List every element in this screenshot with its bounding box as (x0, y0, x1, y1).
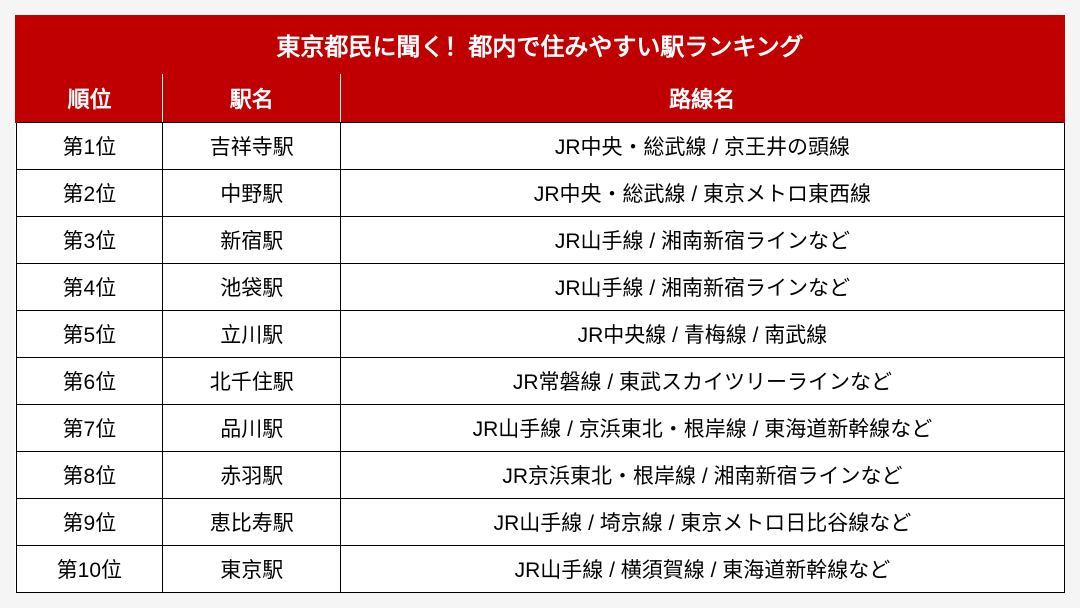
rank-cell: 第10位 (16, 546, 163, 593)
table-row: 第2位中野駅JR中央・総武線 / 東京メトロ東西線 (16, 170, 1064, 217)
table-title-row: 東京都民に聞く！都内で住みやすい駅ランキング (16, 16, 1064, 73)
lines-cell: JR中央・総武線 / 京王井の頭線 (341, 123, 1064, 170)
rank-cell: 第1位 (16, 123, 163, 170)
table-row: 第4位池袋駅JR山手線 / 湘南新宿ラインなど (16, 264, 1064, 311)
lines-cell: JR京浜東北・根岸線 / 湘南新宿ラインなど (341, 452, 1064, 499)
column-header-lines: 路線名 (341, 73, 1064, 123)
station-cell: 池袋駅 (163, 264, 341, 311)
lines-cell: JR中央・総武線 / 東京メトロ東西線 (341, 170, 1064, 217)
rank-cell: 第2位 (16, 170, 163, 217)
station-cell: 吉祥寺駅 (163, 123, 341, 170)
rank-cell: 第3位 (16, 217, 163, 264)
station-cell: 恵比寿駅 (163, 499, 341, 546)
rank-cell: 第6位 (16, 358, 163, 405)
rank-cell: 第4位 (16, 264, 163, 311)
table-row: 第1位吉祥寺駅JR中央・総武線 / 京王井の頭線 (16, 123, 1064, 170)
lines-cell: JR山手線 / 京浜東北・根岸線 / 東海道新幹線など (341, 405, 1064, 452)
lines-cell: JR常磐線 / 東武スカイツリーラインなど (341, 358, 1064, 405)
ranking-table-wrapper: 東京都民に聞く！都内で住みやすい駅ランキング 順位 駅名 路線名 第1位吉祥寺駅… (15, 15, 1065, 593)
station-cell: 赤羽駅 (163, 452, 341, 499)
ranking-table: 東京都民に聞く！都内で住みやすい駅ランキング 順位 駅名 路線名 第1位吉祥寺駅… (15, 15, 1065, 593)
rank-cell: 第7位 (16, 405, 163, 452)
station-cell: 品川駅 (163, 405, 341, 452)
table-row: 第9位恵比寿駅JR山手線 / 埼京線 / 東京メトロ日比谷線など (16, 499, 1064, 546)
rank-cell: 第5位 (16, 311, 163, 358)
station-cell: 新宿駅 (163, 217, 341, 264)
rank-cell: 第9位 (16, 499, 163, 546)
station-cell: 中野駅 (163, 170, 341, 217)
rank-cell: 第8位 (16, 452, 163, 499)
table-row: 第10位東京駅JR山手線 / 横須賀線 / 東海道新幹線など (16, 546, 1064, 593)
table-row: 第3位新宿駅JR山手線 / 湘南新宿ラインなど (16, 217, 1064, 264)
lines-cell: JR山手線 / 埼京線 / 東京メトロ日比谷線など (341, 499, 1064, 546)
table-row: 第7位品川駅JR山手線 / 京浜東北・根岸線 / 東海道新幹線など (16, 405, 1064, 452)
station-cell: 立川駅 (163, 311, 341, 358)
table-title: 東京都民に聞く！都内で住みやすい駅ランキング (16, 16, 1064, 73)
lines-cell: JR山手線 / 湘南新宿ラインなど (341, 264, 1064, 311)
table-row: 第8位赤羽駅JR京浜東北・根岸線 / 湘南新宿ラインなど (16, 452, 1064, 499)
column-header-rank: 順位 (16, 73, 163, 123)
table-row: 第6位北千住駅JR常磐線 / 東武スカイツリーラインなど (16, 358, 1064, 405)
table-header-row: 順位 駅名 路線名 (16, 73, 1064, 123)
station-cell: 東京駅 (163, 546, 341, 593)
table-row: 第5位立川駅JR中央線 / 青梅線 / 南武線 (16, 311, 1064, 358)
station-cell: 北千住駅 (163, 358, 341, 405)
column-header-station: 駅名 (163, 73, 341, 123)
lines-cell: JR山手線 / 横須賀線 / 東海道新幹線など (341, 546, 1064, 593)
lines-cell: JR中央線 / 青梅線 / 南武線 (341, 311, 1064, 358)
lines-cell: JR山手線 / 湘南新宿ラインなど (341, 217, 1064, 264)
